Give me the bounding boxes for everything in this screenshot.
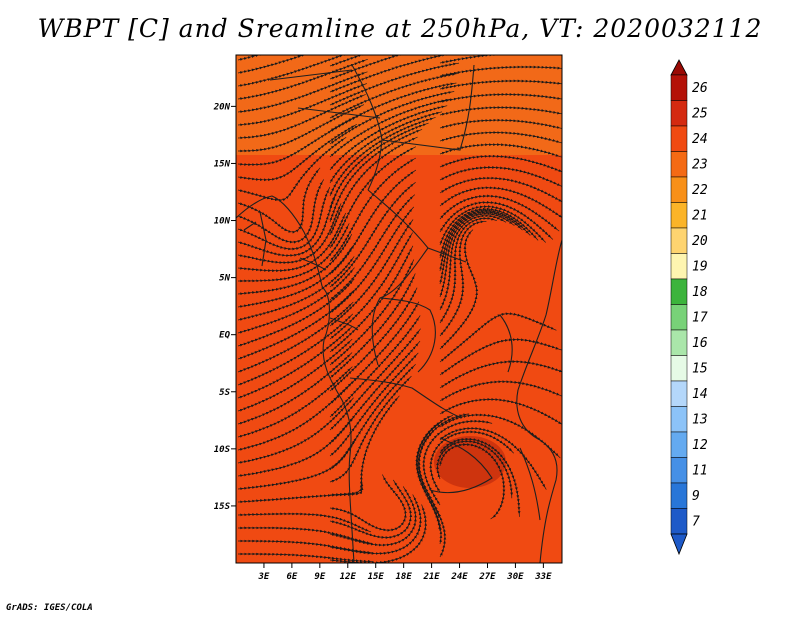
- lat-tick-label: 15N: [214, 159, 231, 169]
- colorbar-segment: [670, 304, 688, 331]
- lon-tick-label: 6E: [286, 572, 297, 582]
- lon-tick-label: 9E: [314, 572, 325, 582]
- colorbar-label: 11: [692, 464, 708, 479]
- colorbar-segment: [670, 355, 688, 382]
- colorbar-label: 20: [692, 234, 708, 249]
- lon-tick-label: 18E: [396, 572, 413, 582]
- colorbar-segment: [670, 227, 688, 254]
- streamline: [439, 79, 562, 90]
- lon-tick-label: 3E: [258, 572, 270, 582]
- streamline: [439, 118, 562, 129]
- map-frame: [235, 54, 563, 564]
- colorbar-segment: [670, 176, 688, 203]
- lat-tick-label: 20N: [213, 102, 231, 112]
- streamline: [439, 360, 562, 389]
- colorbar-label: 17: [692, 311, 708, 326]
- colorbar-top-arrow: [670, 59, 688, 76]
- plot-title: WBPT [C] and Sreamline at 250hPa, VT: 20…: [37, 14, 763, 43]
- lat-tick-label: 5N: [219, 274, 230, 284]
- colorbar-segment: [670, 253, 688, 280]
- streamline: [439, 65, 562, 77]
- colorbar-segment: [670, 100, 688, 127]
- colorbar-label: 23: [692, 158, 708, 173]
- colorbar-segment: [670, 482, 688, 509]
- longitude-axis: 3E 6E 9E 12E 15E 18E 21E 24E 27E 30E 33E: [258, 563, 552, 582]
- streamline: [417, 430, 447, 558]
- lon-tick-label: 27E: [478, 572, 496, 582]
- colorbar-label: 9: [692, 489, 700, 504]
- software-credit: GrADS: IGES/COLA: [6, 603, 93, 613]
- colorbar-label: 7: [692, 515, 700, 530]
- colorbar-label: 21: [692, 209, 708, 224]
- colorbar-segment: [670, 406, 688, 433]
- lat-tick-label: 10N: [214, 217, 231, 227]
- streamline: [439, 131, 562, 144]
- colorbar-label: 18: [692, 285, 708, 300]
- colorbar-segment: [670, 278, 688, 305]
- lon-tick-label: 15E: [368, 572, 385, 582]
- lon-tick-label: 21E: [422, 572, 440, 582]
- colorbar-segment: [670, 457, 688, 484]
- colorbar: 26 25 24 23 22 21 20 19 18 17 16 15 14 13 12 11 9 7: [670, 59, 708, 556]
- colorbar-segment: [670, 508, 688, 535]
- streamline: [439, 154, 562, 173]
- colorbar-label: 16: [692, 336, 708, 351]
- lat-tick-label: 5S: [219, 388, 230, 398]
- wbpt-cool-core: [434, 436, 506, 488]
- colorbar-segment: [670, 431, 688, 458]
- streamline: [439, 143, 562, 158]
- colorbar-label: 15: [692, 362, 708, 377]
- colorbar-label: 25: [692, 107, 708, 122]
- map-panel: [236, 55, 562, 563]
- streamline: [439, 92, 562, 103]
- lat-tick-label: 15S: [214, 502, 231, 512]
- colorbar-label: 24: [692, 132, 708, 147]
- coastlines: [236, 64, 562, 563]
- lon-tick-label: 24E: [450, 572, 468, 582]
- colorbar-segment: [670, 202, 688, 229]
- colorbar-segment: [670, 151, 688, 178]
- colorbar-label: 19: [692, 260, 708, 275]
- latitude-axis: 20N 15N 10N 5N EQ 5S 10S 15S: [213, 102, 236, 512]
- colorbar-label: 14: [692, 387, 708, 402]
- lon-tick-label: 30E: [506, 572, 524, 582]
- lon-tick-label: 12E: [340, 572, 357, 582]
- colorbar-segment: [670, 125, 688, 152]
- streamline: [439, 55, 561, 64]
- colorbar-bottom-arrow: [670, 533, 688, 556]
- lat-tick-label: EQ: [219, 331, 230, 341]
- colorbar-label: 12: [692, 438, 708, 453]
- streamline: [439, 106, 562, 116]
- lon-tick-label: 33E: [534, 572, 552, 582]
- colorbar-label: 26: [692, 81, 708, 96]
- colorbar-label: 22: [692, 183, 708, 198]
- lat-tick-label: 10S: [214, 445, 231, 455]
- colorbar-segment: [670, 380, 688, 407]
- colorbar-segment: [670, 74, 688, 101]
- colorbar-segment: [670, 329, 688, 356]
- streamline: [439, 380, 562, 402]
- colorbar-label: 13: [692, 413, 708, 428]
